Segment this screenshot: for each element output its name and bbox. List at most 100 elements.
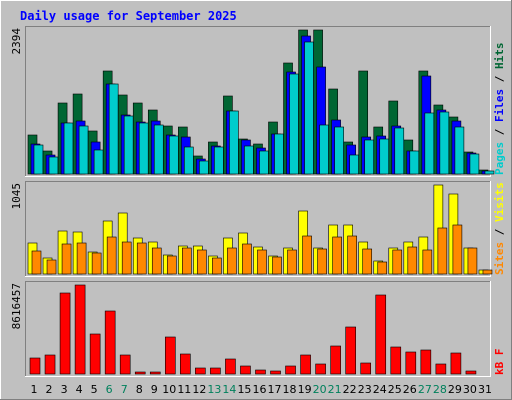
bar-pages — [394, 127, 405, 175]
x-tick-label: 7 — [121, 383, 128, 396]
bar-sites — [467, 247, 478, 275]
bar-sites — [272, 256, 282, 275]
bar-kb-f — [360, 362, 372, 375]
bar-sites — [392, 249, 403, 275]
bar-sites — [106, 236, 117, 275]
legend-separator: / — [493, 69, 506, 89]
bar-sites — [257, 249, 267, 275]
bar-kb-f — [59, 292, 71, 375]
bar-sites — [422, 249, 433, 275]
legend-entry: Sites — [493, 242, 506, 275]
legend-separator: / — [493, 122, 506, 142]
bar-kb-f — [89, 333, 101, 375]
bar-sites — [377, 261, 388, 275]
x-tick-label: 20 — [313, 383, 327, 396]
bar-kb-f — [375, 294, 387, 375]
bar-sites — [302, 235, 312, 275]
bar-kb-f — [435, 363, 447, 375]
legend-entry: Files — [493, 89, 506, 122]
bar-sites — [407, 246, 418, 275]
x-tick-label: 18 — [283, 383, 297, 396]
bar-pages — [78, 125, 89, 175]
bar-kb-f — [104, 310, 116, 375]
bar-pages — [153, 124, 164, 175]
x-tick-label: 6 — [106, 383, 113, 396]
bar-kb-f — [420, 349, 432, 375]
bar-sites — [61, 243, 72, 275]
x-tick-label: 12 — [192, 383, 206, 396]
bar-pages — [123, 115, 134, 175]
bar-pages — [274, 133, 284, 175]
chart-title: Daily usage for September 2025 — [20, 9, 237, 23]
bar-kb-f — [210, 367, 221, 375]
bar-pages — [108, 83, 119, 175]
bar-sites — [166, 255, 177, 275]
bar-pages — [289, 73, 299, 175]
bar-pages — [199, 160, 209, 175]
x-tick-label: 4 — [76, 383, 83, 396]
bar-pages — [63, 122, 74, 175]
bar-kb-f — [300, 354, 311, 375]
x-tick-label: 23 — [358, 383, 372, 396]
bar-pages — [334, 126, 344, 175]
bar-kb-f — [149, 371, 161, 375]
bar-pages — [319, 124, 329, 175]
legend-separator: / — [493, 222, 506, 242]
bar-pages — [469, 153, 480, 175]
bar-kb-f — [255, 369, 266, 375]
chart-panels: 2394 Pages / Files / Hits 1045 Sites / Visi… — [10, 26, 506, 377]
x-tick-label: 19 — [298, 383, 312, 396]
x-tick-label: 8 — [136, 383, 143, 396]
chart-panel: 8616457 kB F — [10, 281, 506, 377]
bar-kb-f — [225, 358, 236, 375]
legend-entry: Visits — [493, 182, 506, 222]
x-tick-label: 10 — [162, 383, 176, 396]
x-tick-label: 26 — [403, 383, 417, 396]
bar-sites — [91, 252, 102, 275]
x-tick-label: 2 — [46, 383, 53, 396]
bar-pages — [484, 170, 495, 175]
bar-pages — [214, 146, 224, 175]
bar-pages — [93, 149, 104, 175]
bar-pages — [349, 154, 359, 175]
x-tick-label: 13 — [207, 383, 221, 396]
x-tick-label: 14 — [222, 383, 236, 396]
bar-pages — [424, 112, 435, 175]
x-axis-labels: 1 2 3 4 5 6 7 8 9 10 11 12 13 14 15 16 17 18 19 20 21 22 23 24 2… — [31, 383, 492, 396]
bar-kb-f — [315, 363, 326, 375]
bar-pages — [379, 138, 390, 175]
bar-sites — [227, 247, 237, 275]
bar-pages — [48, 156, 59, 175]
x-tick-label: 22 — [343, 383, 357, 396]
x-tick-label: 11 — [177, 383, 191, 396]
bar-pages — [244, 145, 254, 175]
legend: Sites / Visits — [493, 182, 506, 275]
x-tick-label: 16 — [252, 383, 266, 396]
x-tick-label: 24 — [373, 383, 387, 396]
bar-kb-f — [164, 336, 176, 375]
x-tick-label: 27 — [418, 383, 432, 396]
bar-pages — [439, 111, 450, 175]
bar-kb-f — [345, 326, 356, 375]
bar-sites — [151, 247, 162, 275]
bar-sites — [136, 242, 147, 275]
bar-sites — [347, 235, 357, 275]
bar-kb-f — [405, 351, 417, 375]
bar-sites — [332, 236, 342, 275]
bar-pages — [138, 122, 149, 175]
bar-sites — [76, 242, 87, 275]
bar-sites — [317, 248, 327, 275]
legend: kB F — [493, 349, 506, 376]
legend: Pages / Files / Hits — [493, 43, 506, 176]
bar-pages — [33, 144, 44, 175]
x-tick-label: 3 — [61, 383, 68, 396]
y-max-label: 8616457 — [10, 283, 23, 329]
x-tick-label: 9 — [151, 383, 158, 396]
y-max-label: 1045 — [10, 183, 23, 210]
bar-pages — [168, 135, 179, 175]
legend-entry: Pages — [493, 142, 506, 175]
bar-sites — [121, 241, 132, 275]
bar-sites — [212, 257, 222, 275]
bar-kb-f — [195, 367, 206, 375]
x-tick-label: 30 — [463, 383, 477, 396]
